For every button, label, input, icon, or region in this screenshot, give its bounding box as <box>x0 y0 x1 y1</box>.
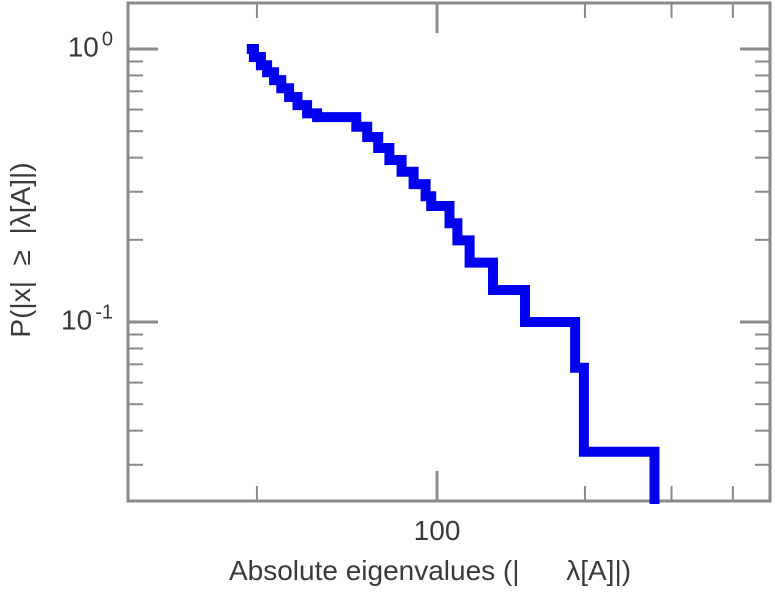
y-tick-base: 10 <box>67 31 99 63</box>
x-tick-label-100: 100 <box>413 515 461 546</box>
plot-border <box>126 1 772 503</box>
y-tick-label-1e-1: 10 -1 <box>61 301 113 336</box>
y-tick-exponent: 0 <box>101 28 113 51</box>
x-axis-title: Absolute eigenvalues (| λ[A]|) <box>228 555 632 586</box>
y-tick-base: 10 <box>61 304 93 336</box>
y-tick-exponent: -1 <box>95 301 113 324</box>
y-tick-label-1e0: 10 0 <box>67 28 113 63</box>
ccdf-step-curve <box>246 44 660 504</box>
y-axis-title: P(|x| ≥ |λ[A]|) <box>5 162 36 338</box>
